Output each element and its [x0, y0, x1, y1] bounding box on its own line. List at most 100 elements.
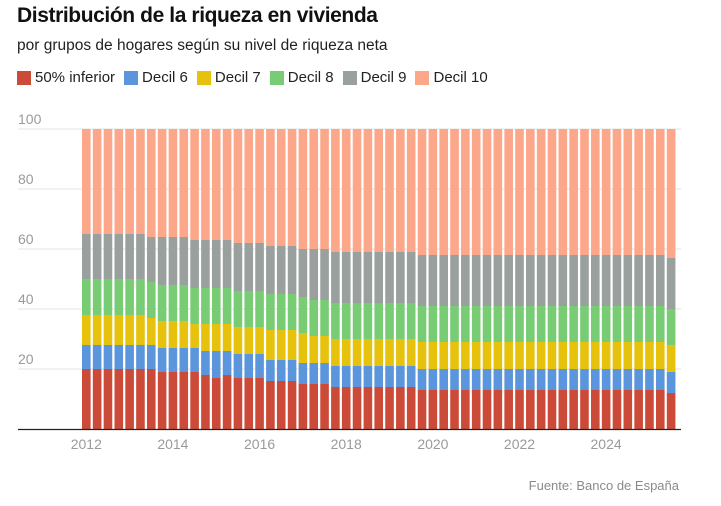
- bar-segment: 2021T1 · Decil 9: 17: [471, 255, 481, 306]
- y-tick-label: 100: [18, 111, 42, 127]
- bar-stack: 2021T1 · 50% inferior: 132021T1 · Decil …: [471, 129, 481, 429]
- bar-segment: 2024T3 · Decil 6: 7: [623, 369, 633, 390]
- bar-segment: 2013T3 · Decil 10: 36: [146, 129, 156, 237]
- bar-stack: 2021T3 · 50% inferior: 132021T3 · Decil …: [493, 129, 503, 429]
- bar-segment: 2023T1 · Decil 7: 9: [558, 342, 568, 369]
- bar-segment: 2016T3 · Decil 10: 39: [276, 129, 286, 246]
- bar-segment: 2013T3 · Decil 9: 15: [146, 237, 156, 282]
- bar-segment: 2025T2 · Decil 8: 12: [655, 306, 665, 342]
- bar-segment: 2017T1 · Decil 9: 16: [298, 249, 308, 297]
- bar-segment: 2014T4 · 50% inferior: 18: [201, 375, 210, 429]
- y-tick-label: 80: [18, 171, 34, 187]
- bar-segment: 2020T3 · Decil 7: 9: [450, 342, 459, 369]
- bar-segment: 2013T1 · Decil 8: 12: [125, 279, 134, 315]
- bar-segment: 2019T3 · Decil 7: 9: [406, 339, 416, 366]
- bar-segment: 2019T2 · Decil 7: 9: [396, 339, 405, 366]
- bar-segment: 2016T1 · Decil 9: 16: [255, 243, 264, 291]
- bar-segment: 2015T4 · 50% inferior: 17: [244, 378, 254, 429]
- bar-segment: 2018T3 · Decil 10: 41: [363, 129, 373, 252]
- bar-stack: 2018T4 · 50% inferior: 14 2018T4 · Decil …: [374, 129, 384, 429]
- bar-stack: 2014T2 · 50% inferior: 192014T2 · Decil …: [179, 129, 189, 429]
- bar-stack: 2014T3 · 50% inferior: 192014T3 · Decil …: [190, 129, 199, 429]
- bar-segment: 2015T3 · Decil 7: 9: [233, 327, 243, 354]
- bar-segment: 2014T4 · Decil 7: 9: [201, 324, 210, 351]
- bar-segment: 2019T3 · Decil 6: 7: [406, 366, 416, 387]
- bar-segment: 2014T3 · 50% inferior: 19: [190, 372, 199, 429]
- bar-segment: 2019T4 · Decil 10: 42: [417, 129, 427, 255]
- bars: 2012T1 · 50% inferior: 202012T1 · Decil …: [82, 129, 676, 429]
- bar-segment: 2018T4 · Decil 9: 17: [374, 252, 384, 303]
- bar-segment: 2022T4 · Decil 10: 42: [547, 129, 557, 255]
- bar-segment: 2012T2 · Decil 8: 12: [92, 279, 102, 315]
- bar-segment: 2018T4 · Decil 7: 9: [374, 339, 384, 366]
- bar-segment: 2024T1 · Decil 8: 12: [601, 306, 611, 342]
- bar-segment: 2016T2 · Decil 8: 12: [266, 294, 275, 330]
- bar-segment: 2021T4 · Decil 7: 9: [504, 342, 513, 369]
- bar-segment: 2020T3 · Decil 8: 12: [450, 306, 459, 342]
- bar-segment: 2020T2 · Decil 6: 7: [439, 369, 448, 390]
- bar-segment: 2016T1 · 50% inferior: 17: [255, 378, 264, 429]
- bar-segment: 2019T4 · 50% inferior: 13: [417, 390, 427, 429]
- bar-segment: 2021T3 · Decil 9: 17: [493, 255, 503, 306]
- bar-segment: 2013T1 · 50% inferior: 20: [125, 369, 134, 429]
- bar-segment: 2019T4 · Decil 6: 7: [417, 369, 427, 390]
- source-note: Fuente: Banco de España: [528, 478, 679, 493]
- bar-segment: 2022T1 · Decil 8: 12: [515, 306, 524, 342]
- bar-segment: 2022T3 · 50% inferior: 13: [536, 390, 546, 429]
- bar-segment: 2014T4 · Decil 6: 8: [201, 351, 210, 375]
- bar-segment: 2018T4 · 50% inferior: 14: [374, 387, 384, 429]
- bar-stack: 2022T2 · 50% inferior: 132022T2 · Decil …: [526, 129, 535, 429]
- bar-segment: 2014T1 · Decil 6: 8: [168, 348, 178, 372]
- bar-segment: 2025T2 · Decil 10: 42: [655, 129, 665, 255]
- bar-segment: 2014T1 · Decil 8: 12: [168, 285, 178, 321]
- bar-segment: 2020T4 · Decil 9: 17: [461, 255, 470, 306]
- bar-segment: 2017T3 · Decil 10: 40: [320, 129, 329, 249]
- bar-segment: 2015T2 · Decil 8: 12: [222, 288, 232, 324]
- bar-segment: 2017T4 · Decil 8: 12: [331, 303, 340, 339]
- bar-segment: 2012T3 · 50% inferior: 20: [103, 369, 113, 429]
- bar-segment: 2013T2 · Decil 9: 15: [136, 234, 145, 279]
- bar-segment: 2012T1 · Decil 7: 10: [82, 315, 91, 345]
- bar-segment: 2017T4 · Decil 9: 17: [331, 252, 340, 303]
- bar-segment: 2019T2 · Decil 9: 17: [396, 252, 405, 303]
- bar-segment: 2014T2 · Decil 8: 12: [179, 285, 189, 321]
- bar-segment: 2021T4 · Decil 6: 7: [504, 369, 513, 390]
- bar-segment: 2016T4 · Decil 9: 16: [287, 246, 297, 294]
- bar-segment: 2023T2 · Decil 6: 7: [569, 369, 578, 390]
- bar-segment: 2020T4 · Decil 10: 42: [461, 129, 470, 255]
- bar-segment: 2025T1 · 50% inferior: 13: [645, 390, 654, 429]
- bar-segment: 2020T1 · Decil 10: 42: [428, 129, 438, 255]
- bar-segment: 2024T2 · Decil 8: 12: [612, 306, 622, 342]
- bar-stack: 2023T4 · 50% inferior: 132023T4 · Decil …: [591, 129, 600, 429]
- bar-segment: 2012T4 · Decil 6: 8: [114, 345, 124, 369]
- bar-segment: 2017T3 · Decil 7: 9: [320, 336, 329, 363]
- bar-segment: 2022T3 · Decil 9: 17: [536, 255, 546, 306]
- bar-segment: 2015T2 · Decil 9: 16: [222, 240, 232, 288]
- bar-segment: 2025T3 · Decil 7: 9: [666, 345, 676, 372]
- bar-segment: 2024T4 · Decil 9: 17: [634, 255, 643, 306]
- bar-segment: 2019T4 · Decil 7: 9: [417, 342, 427, 369]
- bar-segment: 2016T4 · 50% inferior: 16: [287, 381, 297, 429]
- bar-segment: 2012T4 · Decil 9: 15: [114, 234, 124, 279]
- bar-segment: 2015T1 · Decil 6: 9: [211, 351, 221, 378]
- bar-segment: 2021T1 · Decil 6: 7: [471, 369, 481, 390]
- bar-segment: 2013T1 · Decil 10: 35: [125, 129, 134, 234]
- bar-segment: 2020T2 · Decil 8: 12: [439, 306, 448, 342]
- bar-segment: 2016T3 · 50% inferior: 16: [276, 381, 286, 429]
- bar-segment: 2023T4 · 50% inferior: 13: [591, 390, 600, 429]
- bar-segment: 2018T3 · Decil 7: 9: [363, 339, 373, 366]
- bar-segment: 2023T2 · Decil 8: 12: [569, 306, 578, 342]
- bar-segment: 2020T3 · Decil 6: 7: [450, 369, 459, 390]
- bar-segment: 2013T1 · Decil 9: 15: [125, 234, 134, 279]
- bar-stack: 2025T3 · 50% inferior: 122025T3 · Decil …: [666, 129, 676, 429]
- bar-segment: 2016T2 · Decil 7: 10: [266, 330, 275, 360]
- bar-segment: 2025T3 · Decil 10: 43: [666, 129, 676, 258]
- bar-segment: 2018T1 · Decil 8: 12: [341, 303, 351, 339]
- bar-segment: 2018T4 · Decil 8: 12: [374, 303, 384, 339]
- bar-segment: 2018T3 · 50% inferior: 14: [363, 387, 373, 429]
- x-tick-label: 2016: [244, 436, 275, 452]
- bar-segment: 2025T2 · Decil 6: 7: [655, 369, 665, 390]
- bar-segment: 2022T1 · Decil 9: 17: [515, 255, 524, 306]
- bar-segment: 2012T3 · Decil 8: 12: [103, 279, 113, 315]
